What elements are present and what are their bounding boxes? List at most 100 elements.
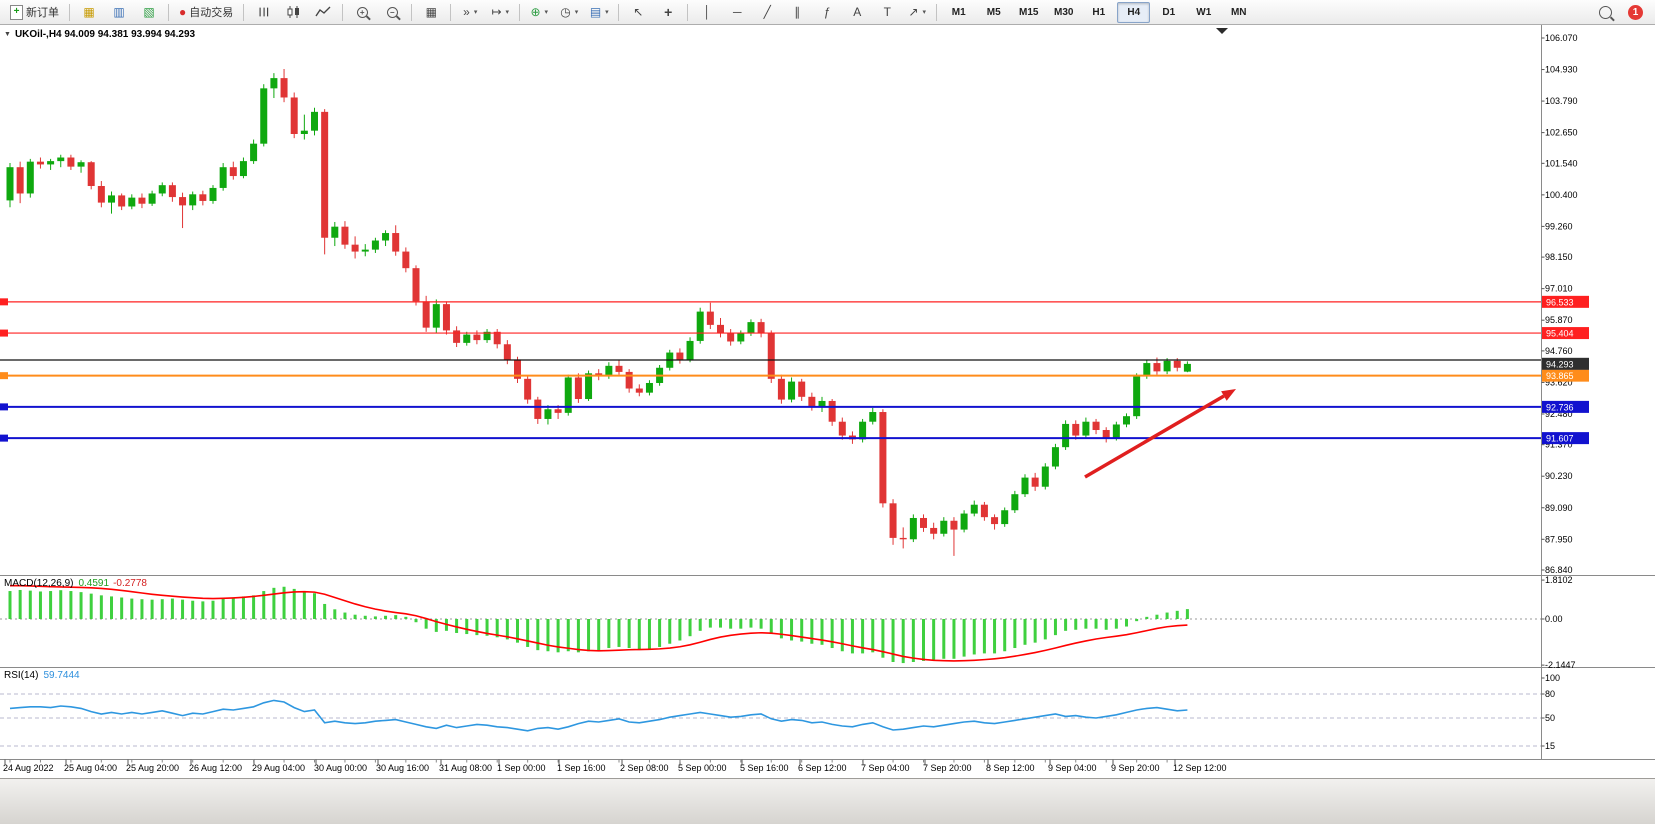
vertical-line-icon: │ [703, 5, 712, 19]
new-order-button[interactable]: + 新订单 [4, 1, 65, 23]
channel-button[interactable]: ∥ [782, 1, 812, 23]
svg-text:5 Sep 16:00: 5 Sep 16:00 [740, 763, 789, 773]
timeframe-m15-button[interactable]: M15 [1019, 6, 1039, 18]
new-order-label: 新订单 [26, 7, 59, 19]
cursor-button[interactable]: ↖ [623, 1, 653, 23]
rsi-value: 59.7444 [43, 670, 80, 681]
arrows-button[interactable]: ↗ ▾ [902, 1, 932, 23]
zoom-in-button[interactable]: + [347, 1, 377, 23]
svg-text:103.790: 103.790 [1545, 96, 1578, 106]
toolbar-separator [243, 3, 245, 21]
svg-text:12 Sep 12:00: 12 Sep 12:00 [1173, 763, 1227, 773]
timeframe-m30-button[interactable]: M30 [1054, 6, 1074, 18]
svg-text:30 Aug 00:00: 30 Aug 00:00 [314, 763, 367, 773]
timeframe-m5-button[interactable]: M5 [986, 6, 1001, 18]
chevron-down-icon: ▾ [574, 9, 579, 16]
svg-text:9 Sep 04:00: 9 Sep 04:00 [1048, 763, 1097, 773]
timeframe-d1-button[interactable]: D1 [1162, 6, 1176, 18]
svg-text:94.293: 94.293 [1546, 359, 1574, 369]
svg-text:93.620: 93.620 [1545, 377, 1573, 387]
svg-text:9 Sep 20:00: 9 Sep 20:00 [1111, 763, 1160, 773]
candlestick-chart-icon [287, 6, 299, 18]
auto-scroll-button[interactable]: » ▾ [455, 1, 485, 23]
macd-indicator-label: MACD(12,26,9) 0.4591 -0.2778 [4, 578, 147, 589]
svg-text:8 Sep 12:00: 8 Sep 12:00 [986, 763, 1035, 773]
line-chart-button[interactable] [308, 1, 338, 23]
macd-name: MACD(12,26,9) [4, 578, 74, 589]
svg-text:80: 80 [1545, 689, 1555, 699]
svg-text:25 Aug 20:00: 25 Aug 20:00 [126, 763, 179, 773]
timeframe-m1-button[interactable]: M1 [951, 6, 966, 18]
auto-trading-icon: ● [179, 5, 187, 19]
periods-button[interactable]: ◷ ▾ [554, 1, 584, 23]
svg-text:100.400: 100.400 [1545, 190, 1578, 200]
svg-text:15: 15 [1545, 741, 1555, 751]
navigator-button[interactable]: ▧ [134, 1, 164, 23]
vertical-line-button[interactable]: │ [692, 1, 722, 23]
zoom-out-icon: − [386, 6, 398, 18]
indicators-button[interactable]: ⊕ ▾ [524, 1, 554, 23]
new-order-icon: + [10, 4, 23, 20]
auto-scroll-icon: » [463, 5, 470, 19]
label-button[interactable]: T [872, 1, 902, 23]
bar-chart-button[interactable]: ☰ [248, 1, 278, 23]
tile-windows-icon: ▦ [425, 5, 437, 19]
cursor-icon: ↖ [633, 5, 644, 19]
timeframe-w1-button[interactable]: W1 [1196, 6, 1212, 18]
svg-text:0.00: 0.00 [1545, 614, 1563, 624]
chart-shift-button[interactable]: ↦ ▾ [485, 1, 515, 23]
notification-badge[interactable]: 1 [1628, 4, 1643, 20]
svg-text:29 Aug 04:00: 29 Aug 04:00 [252, 763, 305, 773]
candlestick-chart-button[interactable] [278, 1, 308, 23]
search-button[interactable] [1590, 1, 1620, 23]
main-toolbar: + 新订单 ▦ ▥ ▧ ● 自动交易 ☰ + − ▦ » ▾ ↦ ▾ ⊕ ▾ ◷ ▾ ▤… [0, 0, 1655, 25]
svg-text:96.533: 96.533 [1546, 297, 1574, 307]
data-window-button[interactable]: ▥ [104, 1, 134, 23]
svg-text:-2.1447: -2.1447 [1545, 660, 1576, 670]
zoom-out-button[interactable]: − [377, 1, 407, 23]
timeframe-h1-button[interactable]: H1 [1092, 6, 1106, 18]
svg-text:24 Aug 2022: 24 Aug 2022 [3, 763, 54, 773]
svg-text:86.840: 86.840 [1545, 565, 1573, 575]
chart-shift-icon: ↦ [491, 5, 502, 19]
auto-trading-button[interactable]: ● 自动交易 [173, 1, 239, 23]
rsi-name: RSI(14) [4, 670, 39, 681]
channel-icon: ∥ [794, 5, 801, 19]
crosshair-icon: + [664, 4, 673, 20]
chevron-down-icon: ▾ [605, 9, 609, 16]
svg-text:1.8102: 1.8102 [1545, 575, 1573, 585]
svg-text:7 Sep 20:00: 7 Sep 20:00 [923, 763, 972, 773]
svg-text:104.930: 104.930 [1545, 65, 1578, 75]
tile-windows-button[interactable]: ▦ [416, 1, 446, 23]
text-icon: A [853, 5, 862, 19]
svg-text:7 Sep 04:00: 7 Sep 04:00 [861, 763, 910, 773]
auto-trading-label: 自动交易 [189, 7, 234, 19]
chart-title-text: UKOil-,H4 94.009 94.381 93.994 94.293 [14, 29, 196, 40]
svg-text:90.230: 90.230 [1545, 471, 1573, 481]
timeframe-mn-button[interactable]: MN [1230, 6, 1247, 18]
svg-text:100: 100 [1545, 673, 1560, 683]
crosshair-button[interactable]: + [653, 1, 683, 23]
text-button[interactable]: A [842, 1, 872, 23]
horizontal-line-button[interactable]: ─ [722, 1, 752, 23]
timeframe-h4-button[interactable]: H4 [1117, 1, 1151, 23]
toolbar-separator [450, 3, 452, 21]
toolbar-separator [168, 3, 169, 21]
search-icon [1598, 5, 1612, 19]
svg-text:106.070: 106.070 [1545, 33, 1578, 43]
rsi-indicator-label: RSI(14) 59.7444 [4, 670, 80, 681]
chart-symbol-title: ▼ UKOil-,H4 94.009 94.381 93.994 94.293 [4, 29, 195, 40]
chevron-down-icon: ▾ [922, 9, 927, 16]
toolbar-separator [519, 3, 521, 21]
market-watch-button[interactable]: ▦ [74, 1, 104, 23]
horizontal-line-icon: ─ [732, 5, 742, 19]
trendline-button[interactable]: ╱ [752, 1, 782, 23]
indicators-icon: ⊕ [530, 5, 541, 19]
svg-text:94.760: 94.760 [1545, 346, 1573, 356]
templates-button[interactable]: ▤ ▾ [584, 1, 614, 23]
window-menu-icon[interactable]: ▼ [4, 31, 11, 38]
fibonacci-button[interactable]: ƒ [812, 1, 842, 23]
svg-text:30 Aug 16:00: 30 Aug 16:00 [376, 763, 429, 773]
